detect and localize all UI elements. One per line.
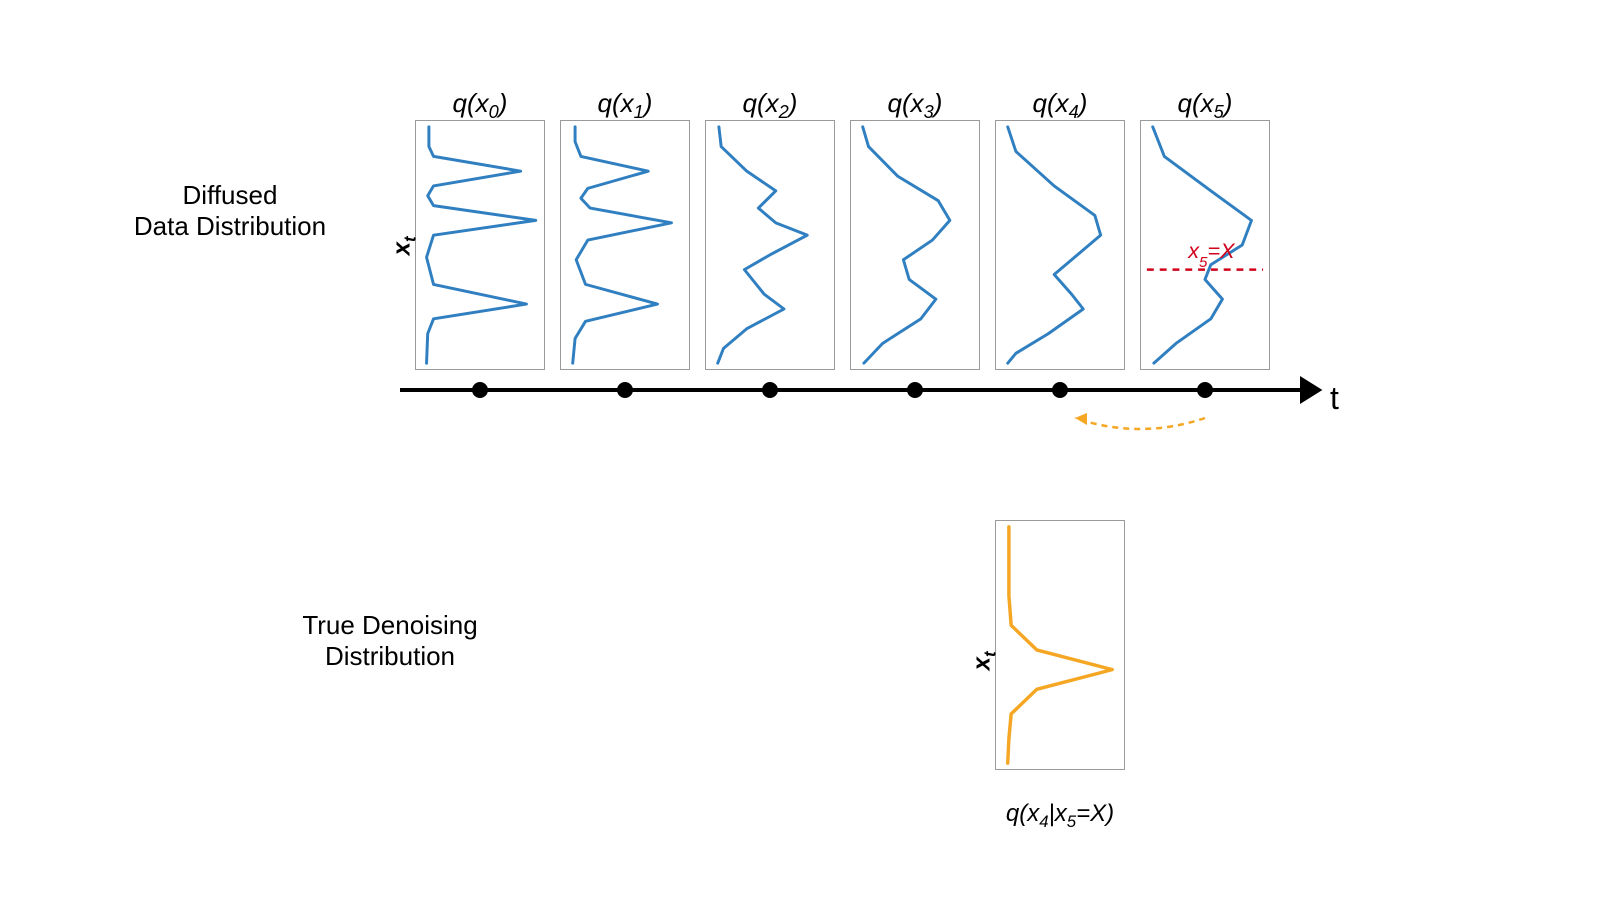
time-dot-1 xyxy=(617,382,633,398)
label-line1: Diffused xyxy=(183,180,278,210)
distribution-curve xyxy=(1153,127,1252,363)
diffusion-panel-q-x5: x5=X xyxy=(1140,120,1270,370)
distribution-curve xyxy=(863,127,950,363)
reverse-process-arrow xyxy=(1075,418,1205,429)
diffusion-panel-q-x3 xyxy=(850,120,980,370)
y-axis-label-bottom: xt xyxy=(969,651,1001,670)
panel-label-q-x0: q(x0) xyxy=(415,88,545,123)
label-true-denoising-distribution: True DenoisingDistribution xyxy=(260,610,520,672)
y-axis-label-top: xt xyxy=(389,236,421,255)
panel-label-q-x3: q(x3) xyxy=(850,88,980,123)
distribution-curve xyxy=(573,127,672,363)
time-dot-4 xyxy=(1052,382,1068,398)
panel-label-q-x1: q(x1) xyxy=(560,88,690,123)
time-dot-0 xyxy=(472,382,488,398)
diffusion-panel-q-x1 xyxy=(560,120,690,370)
time-dot-2 xyxy=(762,382,778,398)
diffusion-panel-q-x2 xyxy=(705,120,835,370)
panel-label-q-x4: q(x4) xyxy=(995,88,1125,123)
time-dot-5 xyxy=(1197,382,1213,398)
denoising-panel-q-x4-given-x5 xyxy=(995,520,1125,770)
label-line2: Data Distribution xyxy=(134,211,326,241)
denoising-distribution-curve xyxy=(1008,527,1113,763)
label-line2: Distribution xyxy=(325,641,455,671)
distribution-curve xyxy=(1008,127,1101,363)
diffusion-panel-q-x4 xyxy=(995,120,1125,370)
distribution-curve xyxy=(718,127,808,363)
time-axis-label: t xyxy=(1330,380,1339,417)
label-diffused-data-distribution: DiffusedData Distribution xyxy=(100,180,360,242)
distribution-curve xyxy=(427,127,536,363)
panel-label-q-x2: q(x2) xyxy=(705,88,835,123)
panel-label-q-x5: q(x5) xyxy=(1140,88,1270,123)
label-line1: True Denoising xyxy=(302,610,477,640)
time-dot-3 xyxy=(907,382,923,398)
diffusion-panel-q-x0 xyxy=(415,120,545,370)
denoising-panel-label: q(x4|x5=X) xyxy=(985,800,1135,832)
